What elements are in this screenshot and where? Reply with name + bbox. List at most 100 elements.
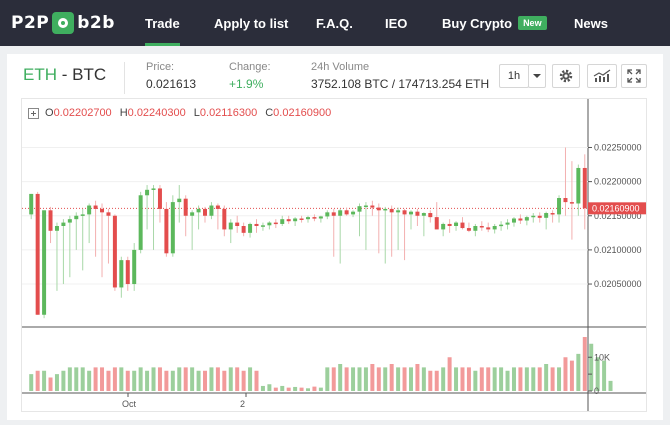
candle-body: [145, 189, 150, 196]
volume-bar: [248, 367, 253, 391]
volume-bar: [125, 370, 130, 391]
candle-body: [524, 217, 529, 221]
volume-bar: [396, 367, 401, 391]
base-currency: ETH: [23, 65, 57, 84]
candle-body: [209, 205, 214, 216]
volume-bar: [280, 385, 285, 391]
volume-bar: [563, 357, 568, 391]
candle-body: [511, 218, 516, 223]
volume-bar: [273, 387, 278, 391]
interval-select[interactable]: 1h: [499, 64, 529, 88]
volume-bar: [338, 364, 343, 391]
nav-item-label: News: [574, 15, 608, 31]
volume-bar: [35, 370, 40, 391]
pair-separator: -: [57, 65, 73, 84]
volume-bar: [505, 370, 510, 391]
candle-body: [67, 219, 72, 223]
low-value: 0.02116300: [199, 107, 258, 119]
candle-body: [61, 222, 66, 226]
candle-body: [235, 222, 240, 226]
candle-body: [74, 215, 79, 220]
volume-bar: [80, 367, 85, 391]
gear-icon: [559, 69, 573, 83]
volume-bar: [569, 360, 574, 391]
volume-bar: [190, 367, 195, 391]
chart-container[interactable]: 0.02250000 0.02200000 0.02150000 0.02100000…: [21, 98, 647, 412]
nav-item-buy-crypto[interactable]: Buy Crypto New: [442, 0, 547, 46]
candle-body: [228, 222, 233, 230]
candle-body: [87, 205, 92, 215]
candle-body: [363, 205, 368, 208]
header-divider: [124, 62, 125, 94]
nav-item-trade[interactable]: Trade: [145, 0, 180, 46]
candle-body: [42, 210, 47, 315]
volume-bar: [318, 387, 323, 391]
nav-item-ieo[interactable]: IEO: [385, 0, 407, 46]
volume-bar: [415, 364, 420, 391]
settings-button[interactable]: [552, 64, 580, 88]
candle-body: [383, 208, 388, 211]
candle-body: [48, 210, 53, 231]
candle-body: [389, 208, 394, 213]
quote-currency: BTC: [72, 65, 107, 84]
close-value: 0.02160900: [273, 107, 332, 119]
logo[interactable]: P2P b2b: [11, 0, 115, 46]
time-tick-label: 2: [240, 399, 245, 409]
volume-bar: [177, 367, 182, 391]
volume-bar: [473, 370, 478, 391]
volume-bar: [454, 367, 459, 391]
volume-bar: [608, 380, 613, 391]
nav-item-faq[interactable]: F.A.Q.: [316, 0, 353, 46]
candlestick-chart[interactable]: 0.02250000 0.02200000 0.02150000 0.02100000…: [22, 99, 646, 411]
volume-bar: [222, 370, 227, 391]
volume-bar: [518, 367, 523, 391]
volume-bar: [29, 374, 34, 391]
fullscreen-button[interactable]: [621, 64, 647, 88]
volume-bar: [228, 367, 233, 391]
candle-body: [370, 205, 375, 208]
price-value: 0.021613: [146, 77, 197, 91]
candle-body: [357, 206, 362, 212]
current-price-badge: [588, 202, 646, 215]
volume-bar: [344, 367, 349, 391]
candle-body: [531, 215, 536, 218]
candle-body: [203, 208, 208, 216]
candle-body: [54, 226, 59, 231]
interval-dropdown-button[interactable]: [528, 64, 546, 88]
volume-bar: [428, 370, 433, 391]
indicators-button[interactable]: [587, 64, 617, 88]
volume-bar: [42, 370, 47, 391]
volume-bar: [183, 367, 188, 391]
volume-tick-label: 10K: [594, 352, 610, 362]
volume-bar: [286, 387, 291, 391]
volume-bar: [48, 377, 53, 391]
candle-body: [331, 212, 336, 216]
nav-item-news[interactable]: News: [574, 0, 608, 46]
volume-bar: [537, 367, 542, 391]
candle-body: [260, 225, 265, 227]
nav-item-apply-to-list[interactable]: Apply to list: [214, 0, 288, 46]
volume-bar: [306, 388, 310, 391]
candle-body: [254, 223, 259, 226]
volume-bar: [235, 367, 240, 391]
volume-bar: [299, 387, 304, 391]
price-tick-label: 0.02050000: [594, 279, 642, 289]
volume-value: 3752.108 BTC / 174713.254 ETH: [311, 77, 490, 91]
nav-item-label: Trade: [145, 15, 180, 31]
volume-bar: [370, 364, 375, 391]
candle-body: [518, 218, 523, 221]
candle-body: [106, 212, 111, 216]
top-nav: P2P b2b Trade Apply to list F.A.Q. IEO B…: [0, 0, 670, 46]
legend-collapse-icon[interactable]: [28, 107, 39, 119]
volume-bar: [492, 367, 497, 391]
volume-bar: [376, 367, 381, 391]
candle-body: [338, 210, 343, 216]
volume-bar: [100, 367, 105, 391]
volume-bar: [215, 367, 220, 391]
candle-body: [35, 193, 40, 315]
volume-bar: [196, 370, 201, 391]
candle-body: [190, 212, 195, 216]
candle-body: [157, 188, 162, 209]
volume-bar: [499, 367, 504, 391]
volume-bar: [87, 370, 92, 391]
